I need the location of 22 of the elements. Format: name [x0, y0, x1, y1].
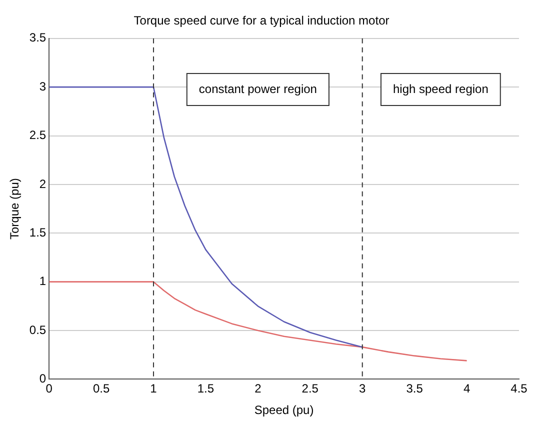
y-axis-title: Torque (pu)	[8, 178, 22, 240]
y-tick-label: 0.5	[29, 322, 46, 337]
y-tick-label: 3	[39, 79, 46, 94]
annotation: constant power region	[198, 82, 317, 96]
x-tick-label: 1.5	[197, 382, 214, 396]
y-tick-label: 0	[39, 372, 46, 386]
y-tick-label: 1.5	[29, 225, 46, 240]
chart-title: Torque speed curve for a typical induction motor	[134, 14, 390, 28]
x-tick-label: 4.5	[510, 382, 528, 396]
y-tick-label: 2	[39, 176, 46, 191]
x-tick-label: 4	[463, 382, 470, 396]
x-axis-title: Speed (pu)	[254, 403, 314, 418]
y-tick-label: 3.5	[29, 30, 46, 45]
x-tick-label: 2.5	[302, 382, 319, 396]
y-tick-label: 2.5	[29, 128, 46, 142]
y-tick-label: 1	[39, 274, 46, 288]
x-tick-label: 0.5	[92, 382, 110, 396]
x-tick-label: 3	[359, 382, 366, 396]
x-tick-label: 3.5	[406, 382, 424, 396]
x-tick-label: 2	[254, 382, 262, 396]
annotation: high speed region	[392, 82, 488, 96]
x-tick-label: 1	[150, 382, 158, 396]
